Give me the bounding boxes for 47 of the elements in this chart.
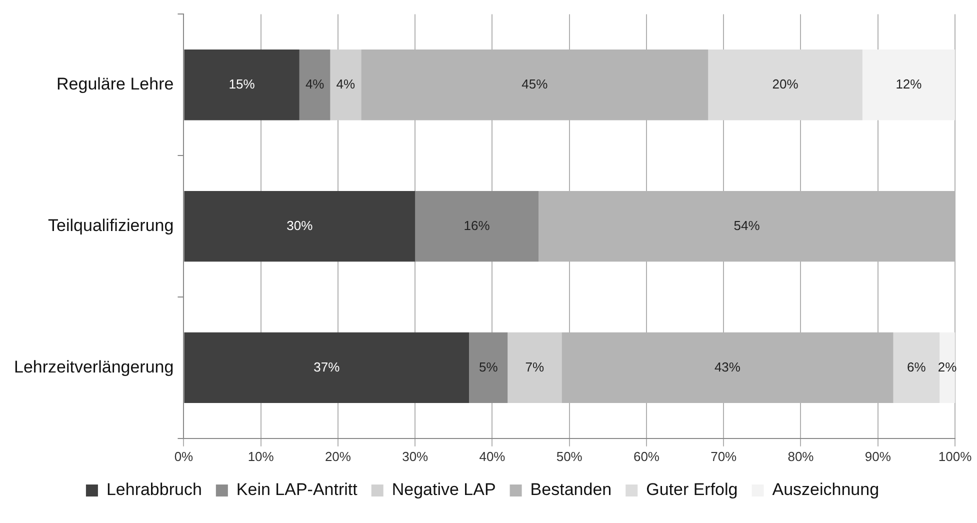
- x-tick-label: 70%: [710, 448, 738, 464]
- y-tick-label: Teilqualifizierung: [48, 216, 174, 235]
- bar: [184, 50, 300, 120]
- y-tick-label: Reguläre Lehre: [56, 74, 174, 94]
- data-label: 15%: [228, 76, 256, 92]
- x-tick-label: 40%: [479, 448, 506, 464]
- data-label: 54%: [734, 218, 760, 233]
- bar: [184, 190, 416, 262]
- data-label: 37%: [314, 359, 340, 374]
- data-label: 5%: [478, 359, 498, 374]
- data-label: 43%: [714, 359, 741, 374]
- data-label: 30%: [286, 218, 314, 233]
- bar: [708, 50, 862, 120]
- data-label: 4%: [305, 76, 325, 92]
- data-label: 7%: [525, 359, 544, 374]
- x-tick-label: 20%: [324, 448, 352, 464]
- legend-label: Negative LAP: [392, 480, 496, 500]
- bar: [299, 50, 330, 120]
- bar: [469, 332, 508, 404]
- data-label: 20%: [772, 76, 799, 92]
- x-tick-label: 50%: [556, 448, 583, 464]
- bar: [330, 50, 362, 120]
- data-label: 2%: [938, 359, 958, 374]
- bar: [184, 332, 470, 404]
- legend-label: Bestanden: [530, 480, 612, 500]
- bar: [940, 332, 955, 404]
- y-tick-label: Lehrzeitverlängerung: [14, 357, 174, 376]
- legend-label: Lehrabbruch: [106, 480, 202, 500]
- bar: [893, 332, 940, 404]
- bar: [862, 50, 955, 120]
- x-tick-label: 0%: [174, 448, 194, 464]
- legend-label: Auszeichnung: [772, 480, 880, 500]
- data-label: 16%: [464, 218, 490, 233]
- x-tick-label: 90%: [864, 448, 892, 464]
- data-label: 12%: [896, 76, 922, 92]
- data-label: 45%: [522, 76, 548, 92]
- x-tick-label: 80%: [788, 448, 814, 464]
- x-tick-label: 60%: [633, 448, 660, 464]
- x-tick-label: 10%: [248, 448, 274, 464]
- data-label: 6%: [907, 359, 926, 374]
- bar: [415, 190, 539, 262]
- data-label: 4%: [336, 76, 356, 92]
- x-tick-label: 30%: [402, 448, 429, 464]
- x-tick-label: 100%: [938, 448, 972, 464]
- legend-label: Guter Erfolg: [646, 480, 738, 500]
- legend-label: Kein LAP-Antritt: [236, 480, 358, 500]
- bar: [508, 332, 562, 404]
